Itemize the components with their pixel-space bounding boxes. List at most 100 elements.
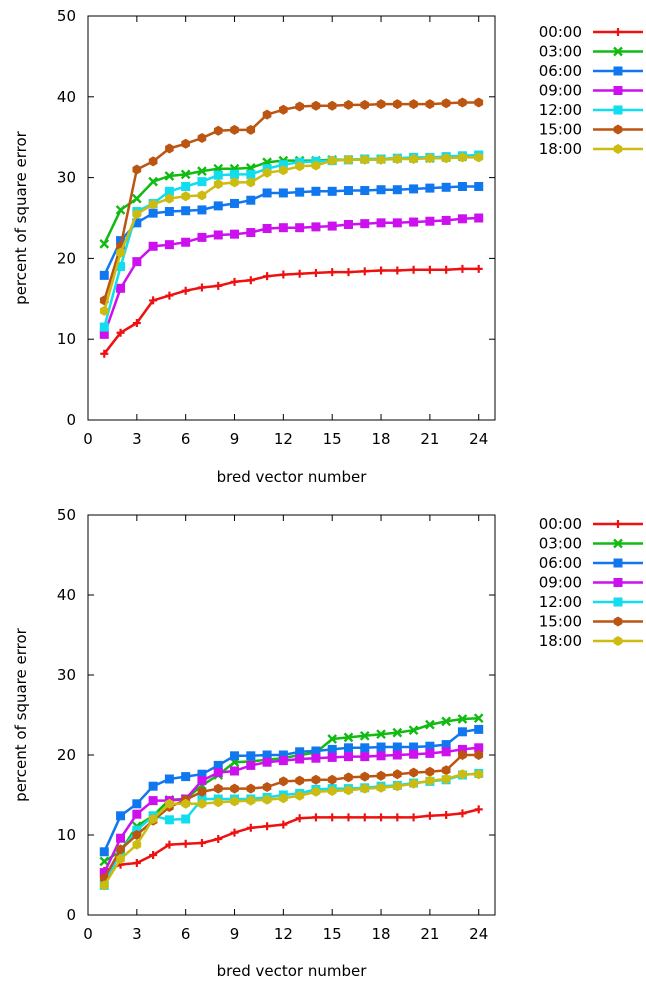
series-0600 [99, 181, 484, 280]
x-tick-label: 0 [83, 925, 93, 943]
data-point [458, 152, 467, 163]
data-point [457, 727, 467, 737]
data-point [262, 224, 272, 234]
data-point [327, 221, 337, 231]
series-1500 [99, 750, 484, 884]
data-point [132, 859, 141, 867]
legend-label: 00:00 [539, 515, 582, 533]
x-tick-label: 12 [274, 430, 293, 448]
data-point [262, 188, 272, 198]
x-tick-label: 24 [469, 925, 488, 943]
data-point [295, 161, 304, 172]
data-point [409, 742, 419, 752]
data-point [311, 774, 321, 785]
data-point [360, 813, 369, 822]
y-tick-label: 0 [66, 906, 76, 924]
data-point [132, 839, 142, 850]
series-1800 [99, 152, 484, 316]
series-1800 [99, 769, 484, 891]
legend-label: 03:00 [539, 43, 582, 61]
x-tick-label: 3 [132, 925, 142, 943]
data-point [165, 143, 174, 154]
data-point [377, 813, 386, 822]
data-point [246, 195, 256, 205]
data-point [360, 154, 370, 165]
data-point [409, 813, 418, 822]
data-point [311, 268, 320, 277]
data-point [343, 219, 353, 229]
data-point [148, 156, 158, 167]
data-point [230, 177, 239, 188]
data-point [441, 774, 451, 784]
data-point [246, 177, 256, 188]
legend-marker [613, 597, 623, 607]
data-point [230, 751, 240, 761]
legend-label: 06:00 [539, 554, 582, 572]
data-point [246, 823, 255, 832]
data-point [115, 205, 126, 215]
data-point [457, 744, 467, 754]
data-point [376, 99, 386, 110]
data-point [132, 164, 142, 175]
y-tick-label: 20 [57, 746, 76, 764]
data-point [441, 765, 451, 776]
data-point [246, 751, 256, 761]
data-point [100, 349, 109, 358]
x-tick-label: 18 [371, 925, 390, 943]
data-point [278, 160, 288, 170]
data-point [246, 228, 256, 238]
data-point [441, 747, 451, 757]
y-axis-label: percent of square error [12, 627, 30, 801]
data-point [99, 322, 109, 332]
data-point [279, 793, 288, 804]
data-point [376, 770, 386, 781]
data-point [148, 781, 158, 791]
data-point [132, 319, 141, 328]
data-point [376, 751, 386, 761]
data-point [360, 743, 370, 753]
data-point [230, 277, 239, 286]
data-point [230, 124, 239, 135]
data-point [197, 190, 207, 201]
data-point [262, 167, 272, 178]
legend-label: 12:00 [539, 101, 582, 119]
data-point [181, 286, 190, 295]
series-line [103, 716, 479, 863]
data-point [360, 99, 370, 110]
x-tick-label: 21 [420, 925, 439, 943]
data-point [230, 198, 240, 208]
y-tick-label: 40 [57, 586, 76, 604]
legend-label: 09:00 [539, 574, 582, 592]
data-point [181, 138, 190, 149]
data-point [474, 750, 484, 760]
legend-label: 15:00 [539, 121, 582, 139]
data-point [327, 744, 337, 754]
data-point [263, 272, 272, 281]
data-point [148, 176, 158, 187]
data-point [409, 99, 418, 110]
data-point [343, 186, 353, 196]
series-line [103, 267, 479, 355]
y-tick-label: 30 [57, 169, 76, 187]
data-point [392, 727, 403, 738]
data-point [359, 730, 370, 741]
y-axis-label: percent of square error [12, 130, 30, 304]
legend-marker [613, 124, 623, 135]
data-point [327, 100, 337, 111]
data-point [262, 794, 272, 805]
data-point [376, 782, 386, 793]
data-point [441, 716, 452, 727]
data-point [230, 783, 239, 794]
y-tick-label: 40 [57, 88, 76, 106]
data-point [474, 805, 483, 814]
series-line [103, 772, 479, 887]
y-tick-label: 10 [57, 330, 76, 348]
data-point [295, 775, 304, 786]
data-point [360, 267, 369, 276]
legend-label: 06:00 [539, 62, 582, 80]
data-point [344, 785, 353, 796]
data-point [279, 820, 288, 829]
data-point [311, 160, 321, 171]
data-point [99, 270, 109, 280]
data-point [164, 171, 175, 181]
